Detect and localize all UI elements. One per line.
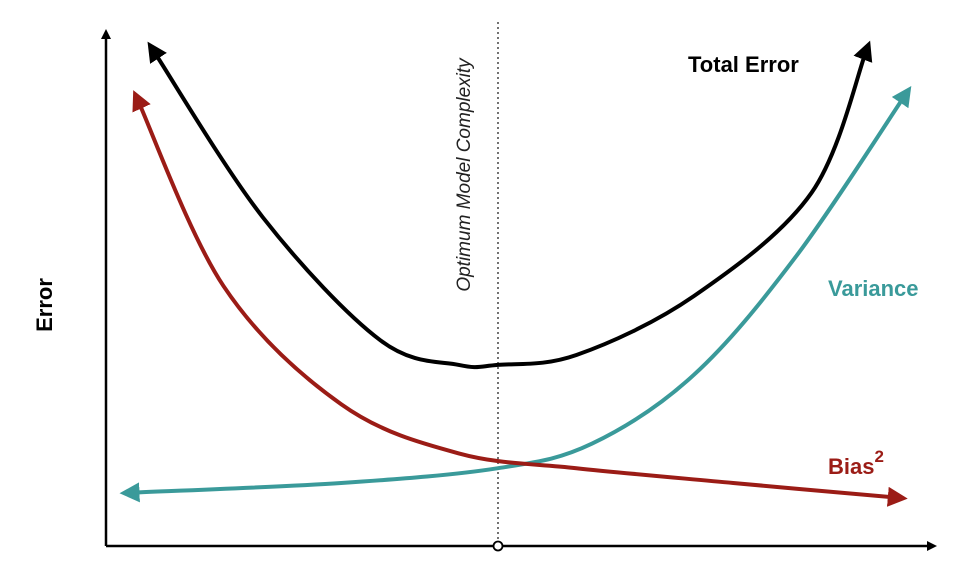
optimum-complexity-label: Optimum Model Complexity: [454, 57, 475, 292]
y-axis-label: Error: [32, 278, 57, 332]
total-error-label: Total Error: [688, 52, 799, 77]
optimum-complexity-marker: [492, 540, 504, 552]
bias-label: Bias2: [828, 447, 884, 479]
bias-label-superscript: 2: [874, 447, 883, 466]
variance-label: Variance: [828, 276, 919, 301]
bias-curve: [132, 90, 908, 507]
variance-curve: [119, 86, 912, 503]
bias-label-text: Bias: [828, 454, 874, 479]
total-error-curve: [147, 40, 873, 370]
